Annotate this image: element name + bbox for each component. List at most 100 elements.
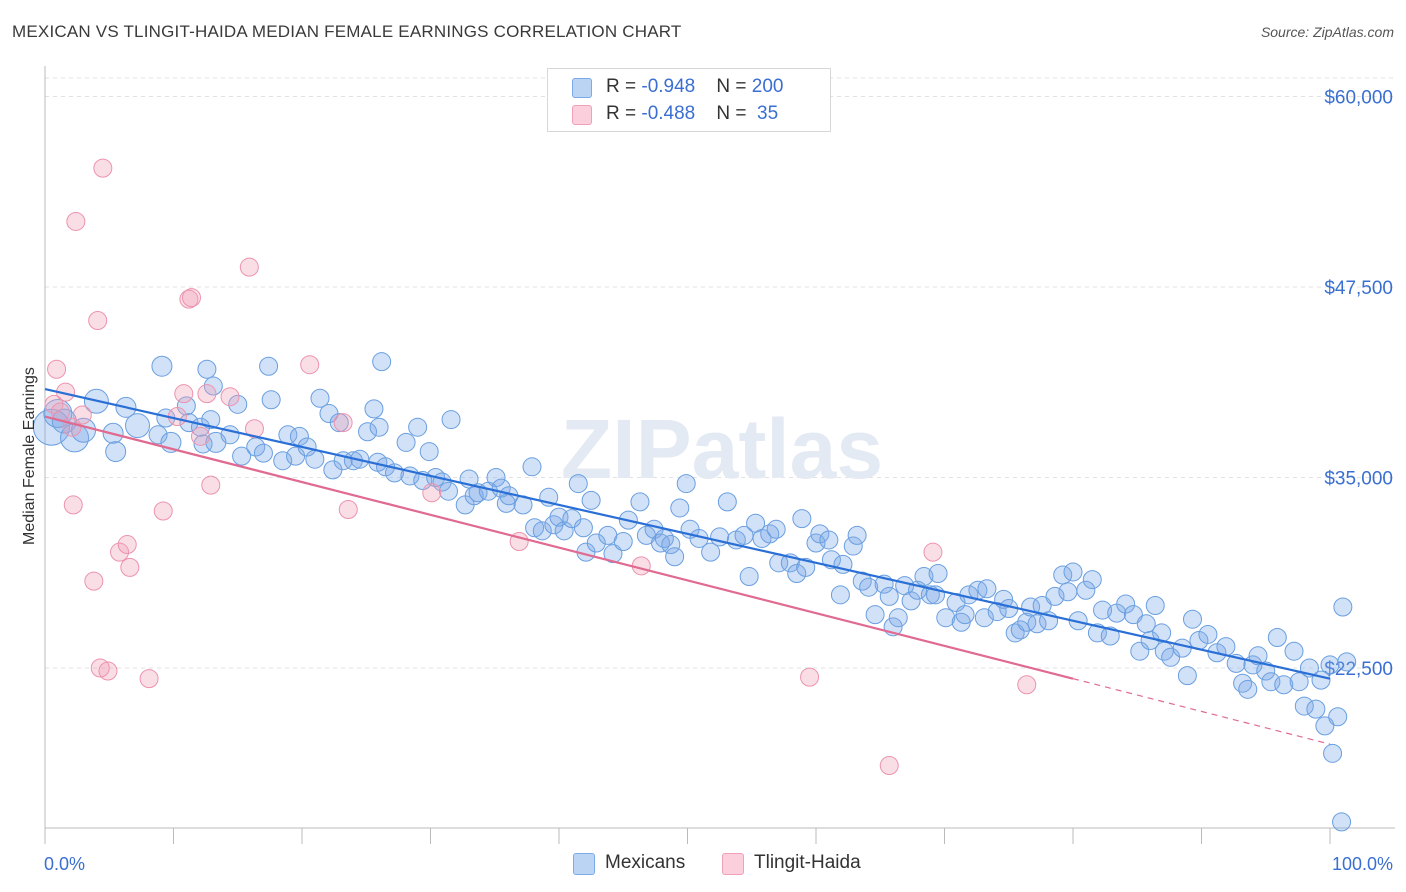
point-mexicans	[372, 352, 392, 372]
x-tick-label-start: 0.0%	[44, 854, 85, 874]
point-mexicans	[232, 446, 252, 466]
point-mexicans	[1130, 641, 1150, 661]
bottom-legend-label-tlingit-haida: Tlingit-Haida	[754, 852, 861, 873]
point-mexicans	[525, 518, 545, 538]
watermark: ZIPatlas	[561, 402, 883, 496]
point-tlingit-haida	[120, 557, 140, 577]
point-mexicans	[438, 481, 458, 501]
point-mexicans	[928, 563, 948, 583]
point-mexicans	[901, 591, 921, 611]
point-mexicans	[125, 413, 151, 439]
point-mexicans	[522, 457, 542, 477]
point-mexicans	[1010, 620, 1030, 640]
point-mexicans	[532, 521, 552, 541]
point-mexicans	[408, 417, 428, 437]
point-tlingit-haida	[90, 658, 110, 678]
point-tlingit-haida	[93, 158, 113, 178]
point-mexicans	[261, 390, 281, 410]
point-mexicans	[613, 531, 633, 551]
point-mexicans	[843, 536, 863, 556]
point-tlingit-haida	[800, 667, 820, 687]
point-mexicans	[1274, 675, 1294, 695]
point-mexicans	[259, 356, 279, 376]
point-mexicans	[1082, 570, 1102, 590]
trend-lines	[44, 388, 1331, 745]
point-mexicans	[1152, 623, 1172, 643]
point-mexicans	[1087, 623, 1107, 643]
point-mexicans	[1063, 562, 1083, 582]
point-mexicans	[1323, 743, 1343, 763]
y-tick-labels: $22,500 $35,000 $47,500 $60,000	[1324, 87, 1393, 679]
bottom-legend-swatch-mexicans	[573, 853, 595, 875]
point-tlingit-haida	[47, 359, 67, 379]
point-mexicans	[859, 577, 879, 597]
point-mexicans	[197, 359, 217, 379]
point-mexicans	[151, 355, 173, 377]
point-mexicans	[1027, 614, 1047, 634]
point-mexicans	[1076, 580, 1096, 600]
point-mexicans	[486, 467, 506, 487]
point-mexicans	[936, 608, 956, 628]
point-tlingit-haida	[338, 499, 358, 519]
point-tlingit-haida	[879, 756, 899, 776]
point-mexicans	[670, 498, 690, 518]
point-mexicans	[1256, 661, 1276, 681]
bottom-legend-label-mexicans: Mexicans	[605, 852, 686, 873]
point-tlingit-haida	[239, 257, 259, 277]
point-mexicans	[1320, 655, 1340, 675]
point-mexicans	[701, 542, 721, 562]
point-mexicans	[1172, 638, 1192, 658]
point-mexicans	[1306, 699, 1326, 719]
legend-r-label: R =	[606, 76, 642, 97]
point-tlingit-haida	[98, 661, 118, 681]
point-mexicans	[1315, 716, 1335, 736]
point-mexicans	[1332, 812, 1352, 832]
point-tlingit-haida	[201, 475, 221, 495]
point-tlingit-haida	[174, 384, 194, 404]
point-mexicans	[796, 557, 816, 577]
point-mexicans	[1333, 597, 1353, 617]
point-mexicans	[766, 519, 786, 539]
point-mexicans	[586, 533, 606, 553]
point-mexicans	[1337, 652, 1357, 672]
bottom-legend-swatch-tlingit-haida	[722, 853, 744, 875]
point-mexicans	[441, 410, 461, 430]
point-mexicans	[573, 518, 593, 538]
point-mexicans	[273, 451, 293, 471]
point-mexicans	[201, 410, 221, 430]
point-mexicans	[879, 586, 899, 606]
point-mexicans	[819, 530, 839, 550]
point-mexicans	[1058, 582, 1078, 602]
point-tlingit-haida	[66, 211, 86, 231]
point-mexicans	[1017, 612, 1037, 632]
point-mexicans	[496, 493, 516, 513]
point-mexicans	[358, 422, 378, 442]
trend-line-mexicans	[44, 388, 1331, 680]
point-mexicans	[1233, 673, 1253, 693]
point-tlingit-haida	[72, 405, 92, 425]
point-mexicans	[1116, 594, 1136, 614]
point-mexicans	[977, 579, 997, 599]
stats-legend: R = -0.948 N = 200 R = -0.488 N = 35	[547, 68, 831, 132]
axes	[44, 66, 1395, 844]
point-mexicans	[305, 449, 325, 469]
point-mexicans	[1145, 595, 1165, 615]
trend-line-tlingit-haida-dashed	[1072, 678, 1331, 745]
point-mexicans	[581, 490, 601, 510]
point-tlingit-haida	[63, 495, 83, 515]
point-tlingit-haida	[300, 355, 320, 375]
x-tick-label-end: 100.0%	[1332, 854, 1393, 874]
point-mexicans	[105, 441, 127, 463]
point-mexicans	[603, 544, 623, 564]
point-tlingit-haida	[422, 483, 442, 503]
point-mexicans	[661, 535, 681, 555]
point-mexicans	[1328, 707, 1348, 727]
point-mexicans	[955, 605, 975, 625]
point-mexicans	[369, 417, 389, 437]
point-mexicans	[717, 492, 737, 512]
point-mexicans	[1123, 605, 1143, 625]
point-mexicans	[914, 567, 934, 587]
point-tlingit-haida	[244, 419, 264, 439]
point-tlingit-haida	[110, 542, 130, 562]
